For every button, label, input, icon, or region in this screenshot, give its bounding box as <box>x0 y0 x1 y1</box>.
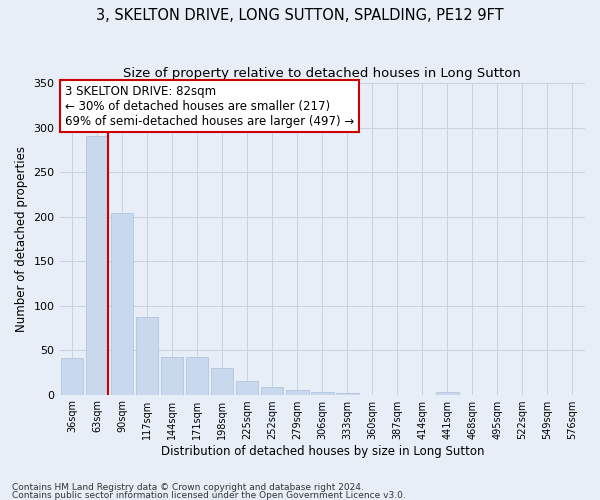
Bar <box>336 393 359 394</box>
Bar <box>286 390 308 394</box>
Y-axis label: Number of detached properties: Number of detached properties <box>15 146 28 332</box>
Bar <box>261 388 283 394</box>
Bar <box>86 136 109 394</box>
Text: Contains HM Land Registry data © Crown copyright and database right 2024.: Contains HM Land Registry data © Crown c… <box>12 484 364 492</box>
Bar <box>161 357 184 395</box>
Bar <box>311 392 334 394</box>
Bar <box>186 357 208 395</box>
X-axis label: Distribution of detached houses by size in Long Sutton: Distribution of detached houses by size … <box>161 444 484 458</box>
Text: Contains public sector information licensed under the Open Government Licence v3: Contains public sector information licen… <box>12 490 406 500</box>
Title: Size of property relative to detached houses in Long Sutton: Size of property relative to detached ho… <box>124 68 521 80</box>
Bar <box>236 381 259 394</box>
Text: 3, SKELTON DRIVE, LONG SUTTON, SPALDING, PE12 9FT: 3, SKELTON DRIVE, LONG SUTTON, SPALDING,… <box>96 8 504 22</box>
Bar <box>61 358 83 395</box>
Bar <box>111 213 133 394</box>
Text: 3 SKELTON DRIVE: 82sqm
← 30% of detached houses are smaller (217)
69% of semi-de: 3 SKELTON DRIVE: 82sqm ← 30% of detached… <box>65 84 354 128</box>
Bar <box>136 317 158 394</box>
Bar <box>436 392 458 394</box>
Bar <box>211 368 233 394</box>
